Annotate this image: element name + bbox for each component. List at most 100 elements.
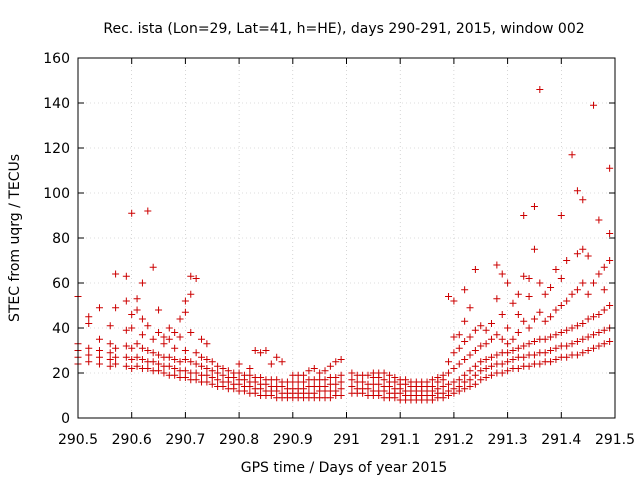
data-point bbox=[606, 230, 614, 237]
data-point bbox=[165, 362, 173, 370]
data-point bbox=[235, 369, 243, 377]
data-point bbox=[332, 374, 340, 381]
data-point bbox=[445, 380, 453, 388]
y-axis-label: STEC from uqrg / TECUs bbox=[7, 154, 23, 322]
data-point bbox=[509, 299, 517, 307]
data-point bbox=[514, 311, 522, 318]
data-point bbox=[498, 311, 506, 318]
data-point bbox=[509, 347, 517, 354]
data-point bbox=[530, 315, 538, 323]
data-point bbox=[380, 376, 388, 384]
data-point bbox=[428, 376, 436, 384]
data-point bbox=[149, 263, 157, 271]
data-point bbox=[181, 297, 189, 305]
data-point bbox=[557, 329, 565, 336]
data-point bbox=[606, 338, 614, 345]
data-point bbox=[525, 340, 533, 348]
data-point bbox=[391, 374, 399, 381]
data-point bbox=[445, 387, 453, 395]
data-point bbox=[149, 335, 157, 343]
data-point bbox=[300, 385, 308, 393]
data-point bbox=[300, 378, 308, 386]
data-point bbox=[95, 353, 103, 361]
data-point bbox=[321, 376, 329, 384]
data-point bbox=[445, 358, 453, 366]
data-point bbox=[122, 342, 130, 350]
data-point bbox=[155, 367, 163, 375]
data-point bbox=[310, 389, 318, 397]
data-point bbox=[219, 365, 227, 372]
y-tick-label: 0 bbox=[61, 411, 70, 427]
data-point bbox=[214, 369, 222, 377]
data-point bbox=[428, 383, 436, 390]
data-point bbox=[455, 360, 463, 368]
data-point bbox=[85, 344, 93, 352]
data-point bbox=[504, 340, 512, 348]
x-tick-label: 291 bbox=[333, 432, 360, 448]
data-point bbox=[525, 275, 533, 282]
data-point bbox=[590, 279, 598, 287]
data-point bbox=[171, 344, 179, 352]
data-point bbox=[95, 335, 103, 343]
data-point bbox=[187, 272, 195, 280]
chart-title: Rec. ista (Lon=29, Lat=41, h=HE), days 2… bbox=[103, 21, 584, 37]
data-point bbox=[477, 367, 485, 375]
data-point bbox=[552, 331, 560, 339]
y-tick-label: 80 bbox=[52, 231, 70, 247]
data-point bbox=[128, 344, 136, 352]
data-point bbox=[579, 279, 587, 287]
data-point bbox=[192, 376, 200, 384]
data-point bbox=[165, 335, 173, 343]
x-axis-label: GPS time / Days of year 2015 bbox=[241, 460, 448, 476]
data-point bbox=[434, 385, 442, 393]
y-tick-label: 160 bbox=[43, 51, 70, 67]
data-point bbox=[530, 338, 538, 345]
data-point bbox=[573, 250, 581, 258]
data-point bbox=[493, 295, 501, 303]
data-point bbox=[326, 394, 334, 402]
data-point bbox=[498, 369, 506, 377]
data-point bbox=[557, 275, 565, 282]
data-point bbox=[439, 383, 447, 390]
data-point bbox=[267, 360, 275, 368]
data-point bbox=[450, 378, 458, 386]
data-point bbox=[445, 293, 453, 300]
data-point bbox=[590, 331, 598, 339]
data-point bbox=[487, 335, 495, 343]
data-point bbox=[482, 326, 490, 334]
data-point bbox=[95, 360, 103, 368]
data-point bbox=[525, 324, 533, 332]
data-point bbox=[246, 365, 254, 372]
data-point bbox=[579, 196, 587, 204]
data-point bbox=[332, 380, 340, 388]
data-point bbox=[573, 351, 581, 359]
data-point bbox=[573, 286, 581, 294]
data-point bbox=[450, 333, 458, 341]
data-point bbox=[181, 367, 189, 375]
data-point bbox=[246, 371, 254, 379]
data-point bbox=[251, 347, 259, 354]
data-point bbox=[112, 344, 120, 352]
data-point bbox=[208, 358, 216, 366]
data-point bbox=[380, 369, 388, 377]
data-point bbox=[493, 331, 501, 339]
y-tick-label: 100 bbox=[43, 186, 70, 202]
data-point bbox=[563, 326, 571, 334]
data-point bbox=[112, 304, 120, 312]
data-point bbox=[122, 326, 130, 334]
data-point bbox=[450, 365, 458, 372]
data-point bbox=[514, 344, 522, 352]
data-point bbox=[536, 279, 544, 287]
data-point bbox=[95, 347, 103, 354]
data-point bbox=[547, 347, 555, 354]
data-point bbox=[133, 362, 141, 370]
data-point bbox=[439, 371, 447, 379]
data-point bbox=[530, 245, 538, 253]
data-point bbox=[273, 353, 281, 361]
data-point bbox=[219, 371, 227, 379]
data-point bbox=[487, 353, 495, 361]
data-point bbox=[455, 344, 463, 352]
data-point bbox=[573, 338, 581, 345]
data-point bbox=[547, 313, 555, 321]
data-point bbox=[493, 261, 501, 269]
